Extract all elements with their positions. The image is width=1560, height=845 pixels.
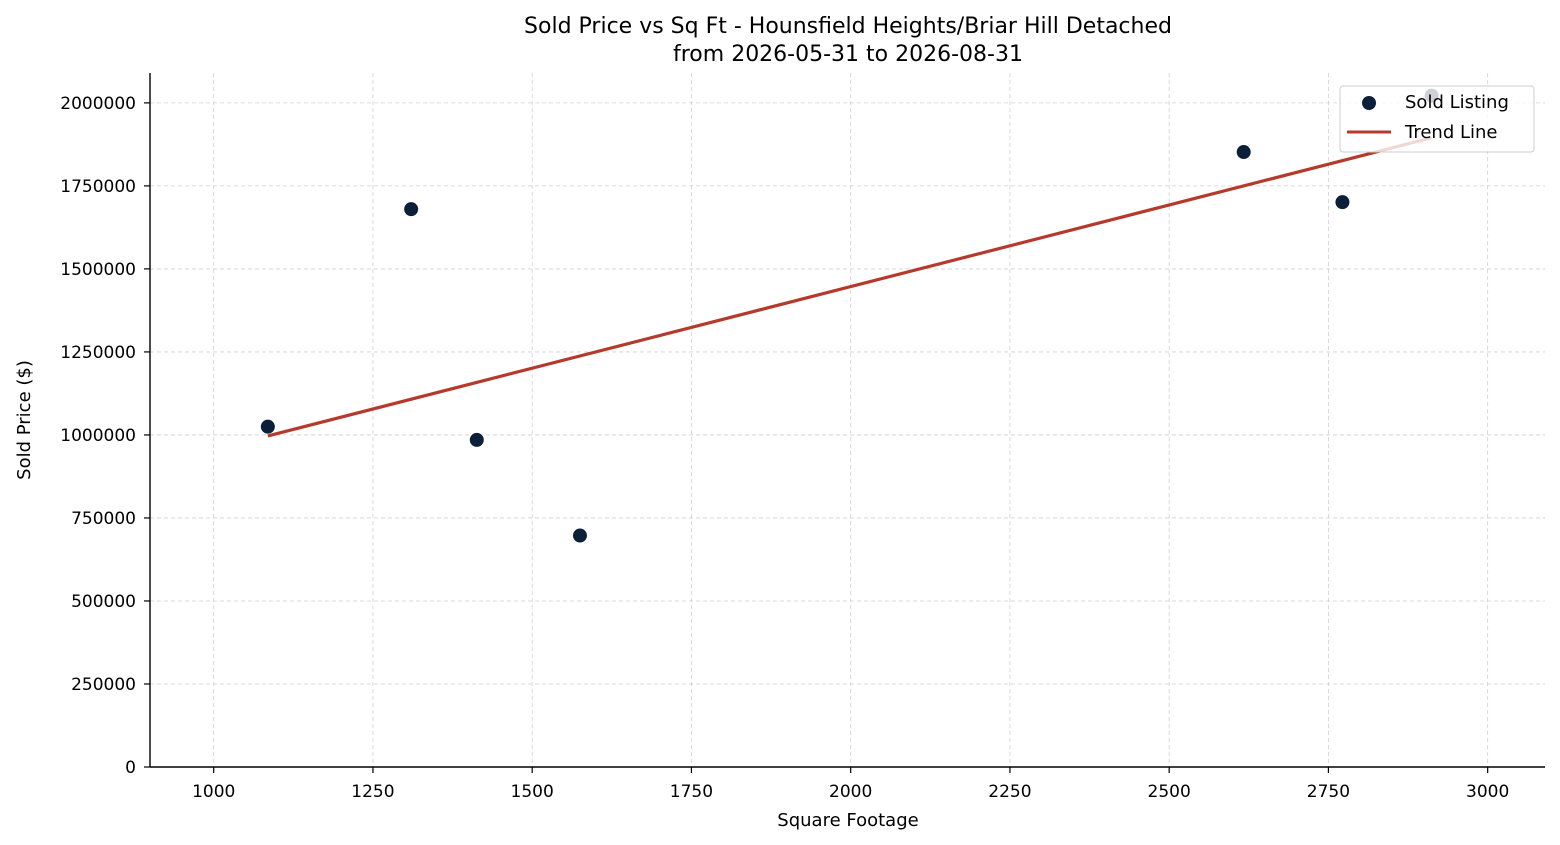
y-tick-label: 2000000 (60, 94, 136, 114)
y-tick-label: 250000 (71, 675, 136, 695)
legend-box (1339, 85, 1535, 153)
x-tick-label: 2250 (988, 782, 1031, 802)
x-axis-label: Square Footage (777, 810, 918, 831)
x-tick-label: 2000 (829, 782, 872, 802)
legend-label-trend-line: Trend Line (1404, 122, 1498, 143)
axes (149, 73, 1545, 768)
x-tick-label: 2750 (1307, 782, 1350, 802)
x-tick-label: 1500 (511, 782, 554, 802)
y-tick-label: 1750000 (60, 177, 136, 197)
y-tick-label: 750000 (71, 509, 136, 529)
legend: Sold Listing Trend Line (1339, 85, 1535, 153)
legend-label-sold-listing: Sold Listing (1405, 92, 1509, 113)
y-tick-label: 0 (125, 758, 136, 778)
y-axis-ticks: 0 250000 500000 750000 1000000 1250000 1500000… (60, 94, 150, 778)
y-tick-label: 500000 (71, 592, 136, 612)
sold-listing-point (572, 528, 587, 543)
sold-listing-point (469, 432, 484, 447)
legend-marker-sold-listing (1362, 96, 1376, 110)
y-tick-label: 1000000 (60, 426, 136, 446)
sold-listing-point (404, 202, 419, 217)
y-axis-label: Sold Price ($) (14, 360, 35, 480)
data-points (260, 88, 1439, 543)
chart-subtitle: from 2026-05-31 to 2026-08-31 (673, 42, 1023, 67)
sold-listing-point (1236, 145, 1251, 160)
trend-line (267, 136, 1433, 438)
x-tick-label: 1000 (192, 782, 235, 802)
chart-title: Sold Price vs Sq Ft - Hounsfield Heights… (524, 14, 1172, 39)
sold-listing-point (260, 419, 275, 434)
trend-line-layer (267, 136, 1433, 438)
x-tick-label: 1250 (351, 782, 394, 802)
x-axis-ticks: 1000 1250 1500 1750 2000 2250 2500 2750 3000 (192, 767, 1509, 802)
grid-lines (150, 73, 1545, 768)
y-tick-label: 1500000 (60, 260, 136, 280)
y-tick-label: 1250000 (60, 343, 136, 363)
sold-listing-point (1335, 195, 1350, 210)
x-tick-label: 2500 (1148, 782, 1191, 802)
x-tick-label: 1750 (670, 782, 713, 802)
x-tick-label: 3000 (1466, 782, 1509, 802)
